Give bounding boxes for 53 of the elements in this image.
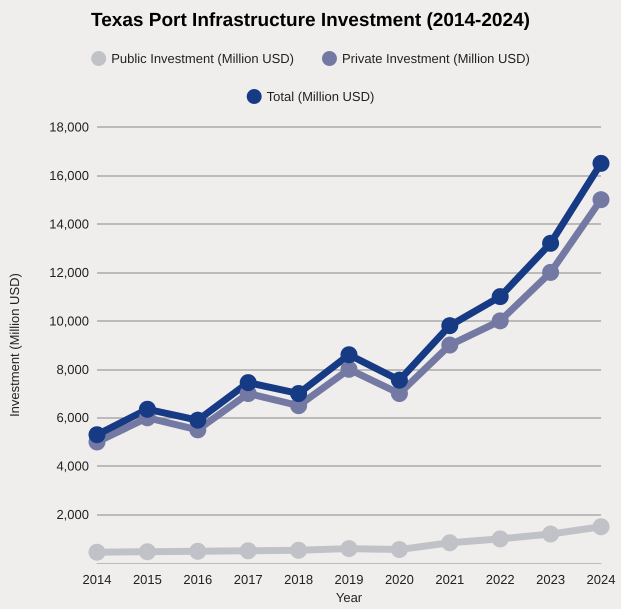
- legend-label: Public Investment (Million USD): [111, 51, 294, 66]
- point: [290, 385, 308, 402]
- x-tick-label: 2021: [435, 572, 464, 588]
- y-tick-label: 14,000: [49, 216, 89, 232]
- point: [441, 317, 458, 334]
- point: [492, 530, 509, 548]
- point: [542, 264, 560, 281]
- point: [592, 191, 610, 208]
- point: [441, 336, 458, 354]
- x-tick-label: 2014: [82, 572, 112, 588]
- x-tick-label: 2023: [536, 572, 566, 588]
- point: [390, 372, 408, 389]
- point: [189, 542, 206, 560]
- x-tick-label: 2017: [234, 572, 263, 588]
- point: [441, 534, 458, 552]
- point: [189, 412, 206, 429]
- x-tick-label: 2024: [586, 572, 616, 588]
- point: [390, 541, 408, 558]
- point: [592, 518, 610, 536]
- y-tick-label: 16,000: [49, 168, 89, 183]
- point: [88, 426, 106, 444]
- point: [492, 312, 509, 330]
- point: [542, 526, 560, 543]
- x-tick-label: 2016: [183, 572, 212, 588]
- point: [240, 374, 257, 392]
- x-tick-label: 2019: [334, 572, 364, 588]
- point: [340, 360, 358, 378]
- x-tick-label: 2018: [284, 572, 314, 588]
- x-tick-label: 2022: [486, 572, 515, 588]
- point: [240, 542, 257, 560]
- point: [138, 543, 156, 560]
- y-tick-label: 12,000: [49, 264, 89, 280]
- chart-title: Texas Port Infrastructure Investment (2014-2024): [91, 10, 530, 31]
- y-tick-label: 6,000: [56, 410, 89, 426]
- point: [340, 540, 358, 558]
- point: [492, 288, 509, 306]
- x-tick-label: 2020: [384, 572, 414, 588]
- point: [290, 542, 308, 559]
- x-tick-label: 2015: [132, 572, 162, 588]
- x-axis-title: Year: [336, 590, 363, 605]
- point: [542, 234, 560, 252]
- y-tick-label: 4,000: [56, 458, 89, 474]
- legend-label: Total (Million USD): [266, 89, 374, 104]
- y-tick-label: 2,000: [56, 507, 89, 522]
- y-tick-label: 10,000: [49, 313, 89, 328]
- legend-label: Private Investment (Million USD): [342, 51, 530, 66]
- point: [138, 400, 156, 418]
- y-tick-label: 18,000: [49, 120, 89, 134]
- point: [88, 544, 106, 561]
- y-axis-title: Investment (Million USD): [7, 273, 22, 417]
- point: [592, 154, 610, 172]
- point: [340, 346, 358, 364]
- y-tick-label: 8,000: [56, 362, 89, 377]
